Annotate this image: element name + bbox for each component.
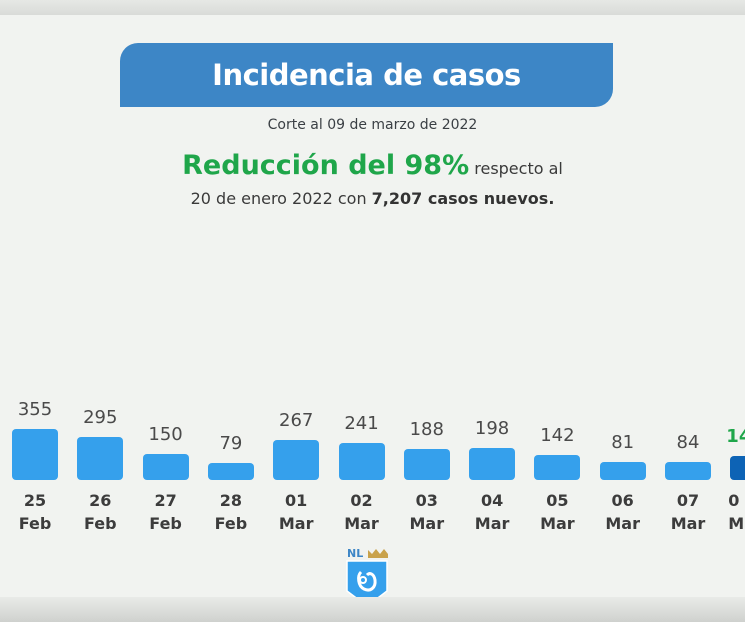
reduction-highlight: Reducción del 98% (182, 150, 470, 181)
bar-value-label: 14 (726, 426, 745, 447)
bar-value-label: 188 (409, 419, 444, 441)
tick-day: 06 (611, 491, 634, 510)
bar-04-Mar (469, 448, 516, 480)
svg-text:NL: NL (347, 547, 363, 560)
x-tick-label: 26 Feb (68, 489, 132, 535)
bar-value-label: 241 (344, 413, 379, 435)
x-tick-label: 06 Mar (591, 489, 655, 535)
x-tick-label: 04 Mar (460, 489, 524, 535)
x-tick-label: 03 Mar (395, 489, 459, 535)
reduction-headline: Reducción del 98% respecto al (0, 150, 745, 181)
tick-month: Mar (278, 514, 314, 533)
tick-month: Mar (605, 514, 640, 533)
bar-05-Mar (534, 454, 581, 480)
tick-month: Feb (214, 514, 248, 533)
bar-02-Mar (338, 443, 385, 480)
tick-day: 02 (350, 491, 373, 510)
tick-month: Mar (474, 514, 510, 533)
tick-month: Feb (84, 514, 117, 533)
tick-month: Mar (670, 514, 706, 533)
reduction-text: respecto al (469, 159, 563, 178)
tick-day: 27 (154, 491, 177, 510)
reduction-detail-cases: 7,207 casos nuevos. (371, 189, 555, 208)
page-title: Incidencia de casos (212, 58, 521, 92)
cutoff-date: Corte al 09 de marzo de 2022 (267, 117, 478, 133)
tick-day: 03 (415, 491, 438, 510)
x-tick-label: 02 Mar (330, 489, 394, 535)
reduction-detail-text: 20 de enero 2022 con (190, 189, 372, 208)
x-tick-label: 27 Feb (134, 489, 198, 535)
bar-07-Mar (665, 461, 711, 480)
x-tick-label: 28 Feb (199, 489, 263, 535)
tick-month: Mar (409, 514, 445, 533)
tick-month: Feb (149, 514, 182, 533)
bar-value-label: 81 (611, 432, 635, 454)
bar-01-Mar (273, 439, 320, 480)
bar-value-label: 267 (279, 409, 314, 431)
x-tick-label: 01 Mar (264, 489, 328, 535)
bar-value-label: 150 (148, 424, 183, 445)
title-banner: Incidencia de casos (120, 43, 613, 107)
tick-day: 05 (546, 491, 569, 510)
tick-day: 28 (219, 491, 243, 510)
bar-value-label: 198 (474, 418, 510, 440)
cases-bar-chart: 355 25 Feb 295 26 Feb 150 27 Feb 79 28 Feb 267 01 Mar 2… (0, 390, 745, 540)
bar-value-label: 84 (676, 431, 700, 453)
bar-value-label: 79 (219, 432, 243, 454)
tick-day: 26 (89, 491, 112, 510)
bar-value-label: 295 (83, 406, 118, 428)
bar-value-label: 142 (540, 424, 575, 446)
bar-26-Feb (77, 436, 124, 480)
bar-03-Mar (403, 449, 450, 480)
x-tick-label: 07 Mar (656, 489, 720, 535)
bottom-strip (0, 597, 745, 622)
tick-day: 04 (480, 491, 504, 510)
tick-month: Mar (540, 514, 575, 533)
x-tick-label: 05 Mar (525, 489, 589, 535)
x-tick-label: 25 Feb (3, 489, 67, 535)
tick-day: 07 (676, 491, 700, 510)
tick-month: Feb (18, 514, 52, 533)
tick-month: M (728, 514, 745, 533)
reduction-detail: 20 de enero 2022 con 7,207 casos nuevos. (0, 189, 745, 208)
tick-day: 0 (728, 491, 740, 510)
top-strip (0, 0, 745, 15)
bar-27-Feb (142, 454, 189, 480)
bar-25-Feb (12, 429, 58, 480)
bar-28-Feb (207, 462, 254, 480)
bar-0-M (730, 456, 745, 480)
tick-month: Mar (344, 514, 379, 533)
bar-06-Mar (599, 462, 646, 480)
tick-day: 01 (285, 491, 308, 510)
bar-value-label: 355 (17, 399, 53, 421)
tick-day: 25 (23, 491, 47, 510)
